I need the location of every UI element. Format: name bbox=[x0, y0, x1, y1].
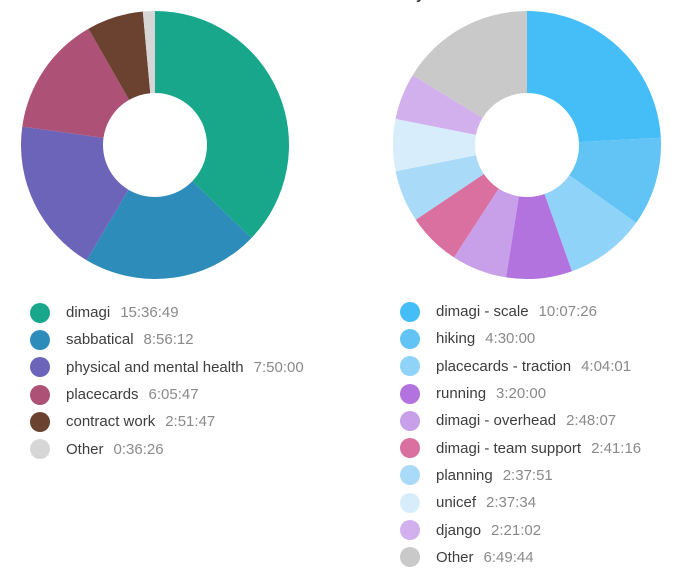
pie-slice-sabbatical[interactable] bbox=[86, 181, 252, 279]
legend-swatch bbox=[30, 357, 50, 378]
legend-item: dimagi - team support 2:41:16 bbox=[400, 434, 641, 461]
legend-value: 0:36:26 bbox=[113, 440, 164, 458]
pie-slice-other[interactable] bbox=[142, 10, 155, 94]
legend-item: dimagi 15:36:49 bbox=[30, 299, 304, 326]
legend-item: unicef 2:37:34 bbox=[400, 489, 641, 516]
legend-value: 10:07:26 bbox=[538, 303, 597, 321]
legend-value: 3:20:00 bbox=[496, 385, 547, 403]
legend-swatch bbox=[30, 302, 50, 323]
legend-item: dimagi - scale 10:07:26 bbox=[400, 298, 641, 325]
legend-item: django 2:21:02 bbox=[400, 516, 641, 543]
legend-label: django bbox=[436, 521, 482, 539]
legend-value: 2:21:02 bbox=[491, 521, 542, 539]
pie-slice-dimagi-team-support[interactable] bbox=[415, 173, 499, 258]
legend-label: contract work bbox=[66, 413, 156, 431]
legend-value: 2:41:16 bbox=[591, 439, 642, 457]
donut-chart-right bbox=[392, 11, 661, 279]
legend-swatch bbox=[400, 328, 420, 349]
legend-label: dimagi - team support bbox=[436, 439, 582, 457]
legend-value: 2:37:51 bbox=[502, 466, 553, 484]
legend-swatch bbox=[400, 438, 420, 459]
legend-swatch bbox=[30, 439, 50, 460]
pie-slice-unicef[interactable] bbox=[392, 118, 477, 172]
legend-item: sabbatical 8:56:12 bbox=[30, 326, 304, 353]
legend-value: 15:36:49 bbox=[120, 304, 179, 322]
legend-swatch bbox=[30, 329, 50, 350]
legend-label: placecards - traction bbox=[436, 357, 572, 375]
legend-value: 2:51:47 bbox=[165, 413, 216, 431]
pie-slice-dimagi[interactable] bbox=[155, 11, 290, 239]
legend-item: contract work 2:51:47 bbox=[30, 408, 304, 435]
pie-slice-placecards-traction[interactable] bbox=[544, 175, 637, 272]
legend-item: placecards 6:05:47 bbox=[30, 381, 304, 408]
legend-item: placecards - traction 4:04:01 bbox=[400, 353, 641, 380]
legend-swatch bbox=[400, 520, 420, 541]
clipped-title-fragment: y bbox=[414, 0, 432, 4]
legend-value: 2:37:34 bbox=[486, 494, 537, 512]
legend-item: Other 0:36:26 bbox=[30, 435, 304, 462]
legend-label: placecards bbox=[66, 386, 139, 404]
legend-item: dimagi - overhead 2:48:07 bbox=[400, 407, 641, 434]
legend-item: planning 2:37:51 bbox=[400, 462, 641, 489]
legend-item: hiking 4:30:00 bbox=[400, 325, 641, 352]
legend-label: physical and mental health bbox=[66, 358, 244, 376]
pie-slice-dimagi-overhead[interactable] bbox=[453, 188, 519, 278]
donut-chart-left bbox=[20, 10, 290, 279]
legend-value: 8:56:12 bbox=[143, 331, 194, 349]
pie-slice-django[interactable] bbox=[395, 75, 483, 135]
legend-swatch bbox=[30, 384, 50, 405]
pie-slice-placecards[interactable] bbox=[22, 28, 130, 138]
legend-label: running bbox=[436, 385, 487, 403]
legend-swatch bbox=[400, 301, 420, 322]
legend-item: physical and mental health 7:50:00 bbox=[30, 354, 304, 381]
pie-slice-other[interactable] bbox=[412, 11, 527, 118]
legend-label: dimagi - scale bbox=[436, 303, 529, 321]
legend-label: unicef bbox=[436, 494, 477, 512]
legend-label: Other bbox=[66, 440, 104, 458]
legend-value: 6:05:47 bbox=[148, 386, 199, 404]
legend-swatch bbox=[400, 492, 420, 513]
pie-slice-hiking[interactable] bbox=[569, 137, 661, 223]
pie-slice-contract-work[interactable] bbox=[88, 11, 151, 100]
legend-item: Other 6:49:44 bbox=[400, 544, 641, 571]
legend-value: 6:49:44 bbox=[483, 548, 534, 566]
legend-swatch bbox=[400, 410, 420, 431]
legend-left: dimagi 15:36:49 sabbatical 8:56:12 physi… bbox=[30, 299, 304, 463]
legend-value: 2:48:07 bbox=[566, 412, 617, 430]
legend-label: dimagi - overhead bbox=[436, 412, 557, 430]
legend-value: 4:30:00 bbox=[485, 330, 536, 348]
clipped-title-text: y bbox=[416, 0, 424, 3]
legend-value: 4:04:01 bbox=[581, 357, 632, 375]
legend-label: planning bbox=[436, 466, 493, 484]
legend-label: dimagi bbox=[66, 304, 111, 322]
legend-swatch bbox=[400, 356, 420, 377]
legend-swatch bbox=[400, 383, 420, 404]
legend-item: running 3:20:00 bbox=[400, 380, 641, 407]
legend-swatch bbox=[400, 465, 420, 486]
legend-right: dimagi - scale 10:07:26 hiking 4:30:00 p… bbox=[400, 298, 641, 571]
legend-swatch bbox=[400, 547, 420, 568]
pie-slice-dimagi-scale[interactable] bbox=[527, 11, 661, 143]
legend-label: hiking bbox=[436, 330, 476, 348]
pie-slice-running[interactable] bbox=[506, 193, 572, 279]
legend-value: 7:50:00 bbox=[253, 358, 304, 376]
legend-swatch bbox=[30, 411, 50, 432]
pie-slice-physical-and-mental-health[interactable] bbox=[20, 126, 129, 261]
legend-label: sabbatical bbox=[66, 331, 134, 349]
legend-label: Other bbox=[436, 548, 474, 566]
pie-slice-planning[interactable] bbox=[395, 155, 484, 220]
